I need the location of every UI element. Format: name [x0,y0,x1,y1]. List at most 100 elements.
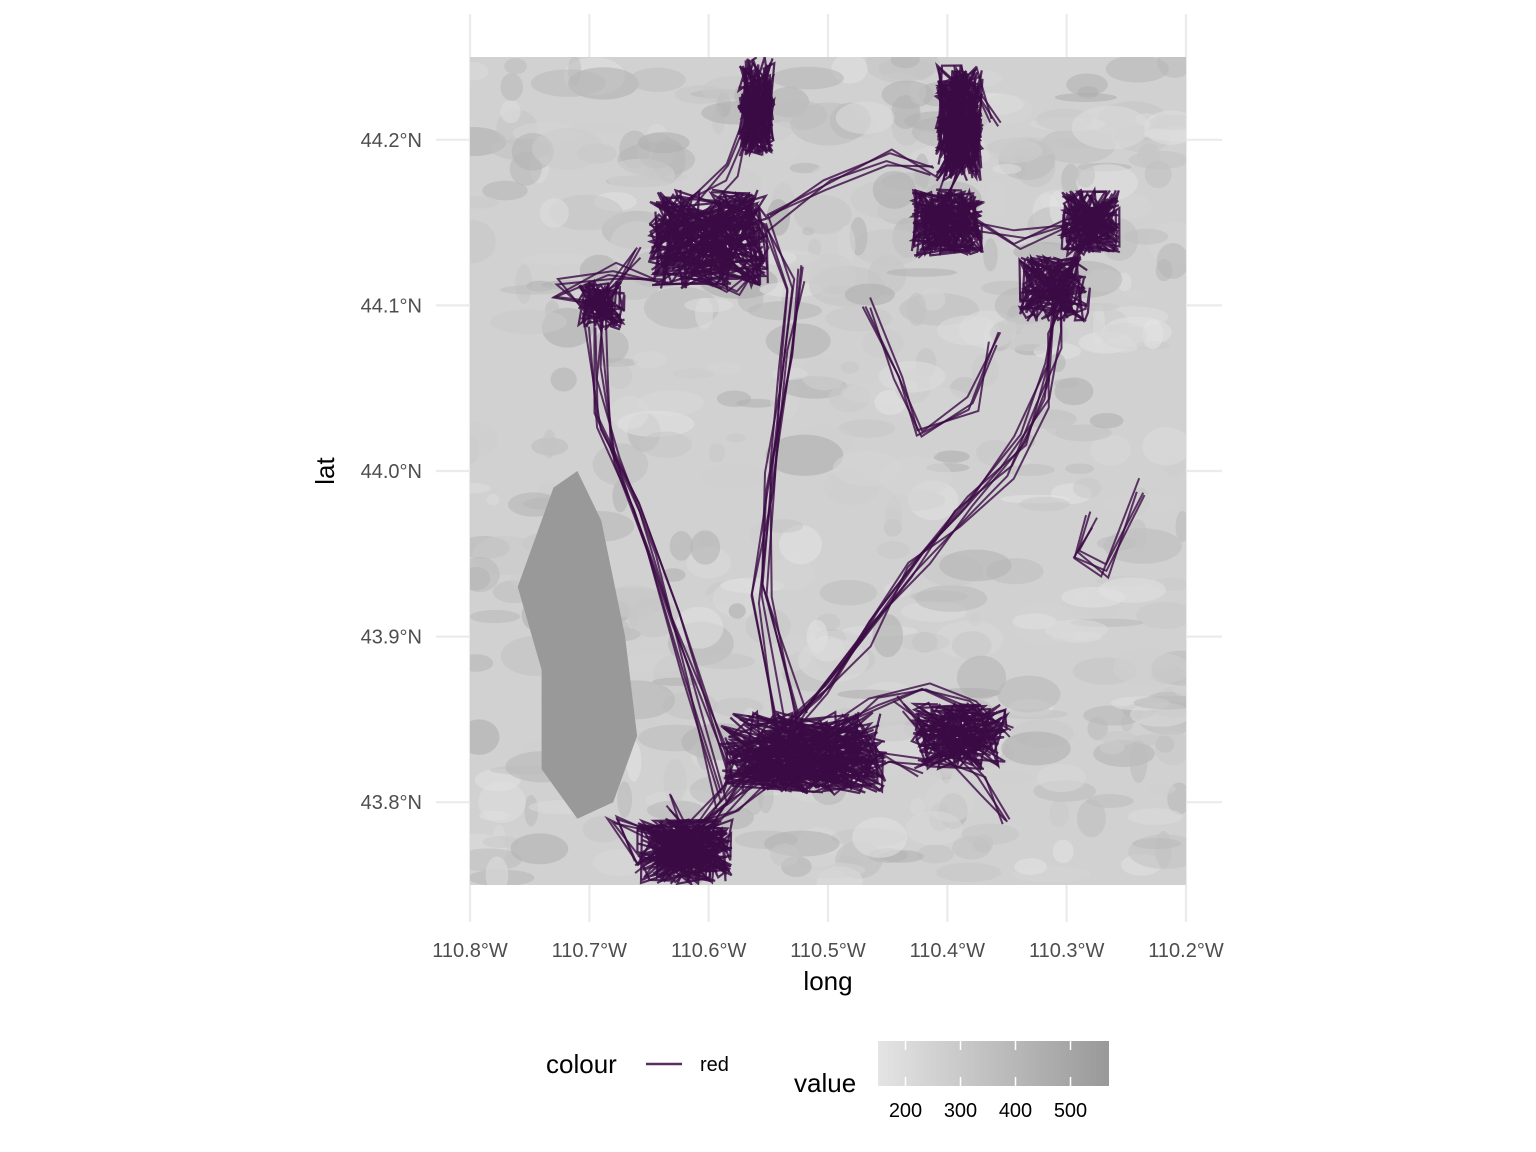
legend-colour-label: red [700,1054,729,1076]
cluster-5 [1022,256,1085,305]
track-17 [555,270,659,315]
raster-cell [500,100,521,124]
x-tick-label-6: 110.2°W [1148,940,1224,962]
raster-cell [789,162,821,174]
raster-cell [1012,613,1057,630]
raster-cell [770,843,800,867]
raster-cell [485,856,509,885]
raster-cell [1172,682,1186,697]
raster-cell [997,675,1061,713]
cluster-7 [754,728,874,794]
colorbar-tick-label-1: 300 [944,1100,977,1122]
raster-cell [802,227,815,236]
x-tick-label-2: 110.6°W [671,940,747,962]
lake [517,471,638,819]
y-tick-label-1: 43.9°N [361,627,422,649]
y-tick-labels: 43.8°N 43.9°N 44.0°N 44.1°N 44.2°N [361,130,422,814]
cluster-3 [916,191,953,254]
cluster-0 [665,209,769,271]
raster-cell [1044,619,1109,640]
y-tick-label-4: 44.2°N [361,130,422,152]
raster-cell [1100,731,1138,746]
cluster-3 [919,203,984,251]
colorbar-tick-label-2: 400 [999,1100,1032,1122]
raster-cell [530,69,606,97]
colorbar-tick-label-3: 500 [1054,1100,1087,1122]
cluster-6 [577,293,622,328]
cluster-2 [951,94,983,169]
raster-cell [470,556,500,593]
cluster-9 [921,710,1000,771]
raster-cell [542,429,557,459]
raster-cell [1132,837,1182,850]
raster-cell [1061,163,1081,196]
track-6 [593,316,735,765]
x-tick-label-1: 110.7°W [552,940,628,962]
y-tick-label-0: 43.8°N [361,792,422,814]
raster-cell [1053,378,1079,389]
raster-cell [759,282,823,298]
cluster-1 [743,59,763,156]
cluster-9 [934,702,1006,763]
raster-cell [1019,496,1070,512]
cluster-4 [1071,196,1118,257]
raster-cell [532,127,604,170]
raster-cell [726,433,746,443]
raster-cell [673,368,715,380]
raster-cell [992,164,1022,175]
raster-cell [1072,477,1102,499]
raster-cell [989,315,1069,352]
x-tick-label-3: 110.5°W [790,940,866,962]
y-axis-title: lat [310,456,340,484]
cluster-0 [650,191,754,271]
raster-cell [521,253,594,265]
track-16 [1072,494,1146,573]
raster-cell [837,689,901,699]
raster-cell [890,57,920,69]
raster-cell [872,170,916,209]
colorbar-tick-label-0: 200 [889,1100,922,1122]
raster-cell [470,62,489,81]
track-4 [757,266,804,734]
cluster-0 [647,192,763,290]
cluster-9 [923,712,999,756]
raster-cell [470,220,496,264]
raster-cell [550,367,577,392]
raster-cell [852,228,926,266]
raster-cell [1128,519,1148,551]
raster-cell [879,456,953,497]
raster-cell [617,410,695,438]
raster-cell [490,309,568,335]
raster-cell [1133,695,1186,710]
cluster-1 [742,66,767,156]
cluster-6 [581,287,625,318]
raster-cell [1076,799,1106,838]
raster-cell [835,101,895,135]
raster-cell [504,58,527,75]
track-11 [766,148,939,217]
raster-cell [728,603,746,619]
raster-cell [496,365,534,377]
cluster-7 [722,741,886,793]
raster-cell [983,238,998,272]
raster-cell [500,73,524,101]
raster-cell [637,132,690,154]
raster-cell [1122,289,1146,299]
raster-cell [1065,463,1095,475]
raster-cell [694,653,755,670]
track-12 [864,306,1002,434]
raster-cell [707,362,742,375]
raster-cell [1144,160,1172,189]
raster-cell [640,431,692,458]
x-tick-label-5: 110.3°W [1029,940,1105,962]
track-16 [1073,477,1141,579]
cluster-0 [663,194,760,292]
raster-cell [1105,57,1169,83]
cluster-7 [742,713,850,782]
raster-cell [793,195,852,235]
cluster-1 [739,69,773,148]
raster-cell [987,181,1007,218]
raster-cell [886,268,957,277]
raster-cell [761,251,797,266]
cluster-2 [942,65,979,178]
